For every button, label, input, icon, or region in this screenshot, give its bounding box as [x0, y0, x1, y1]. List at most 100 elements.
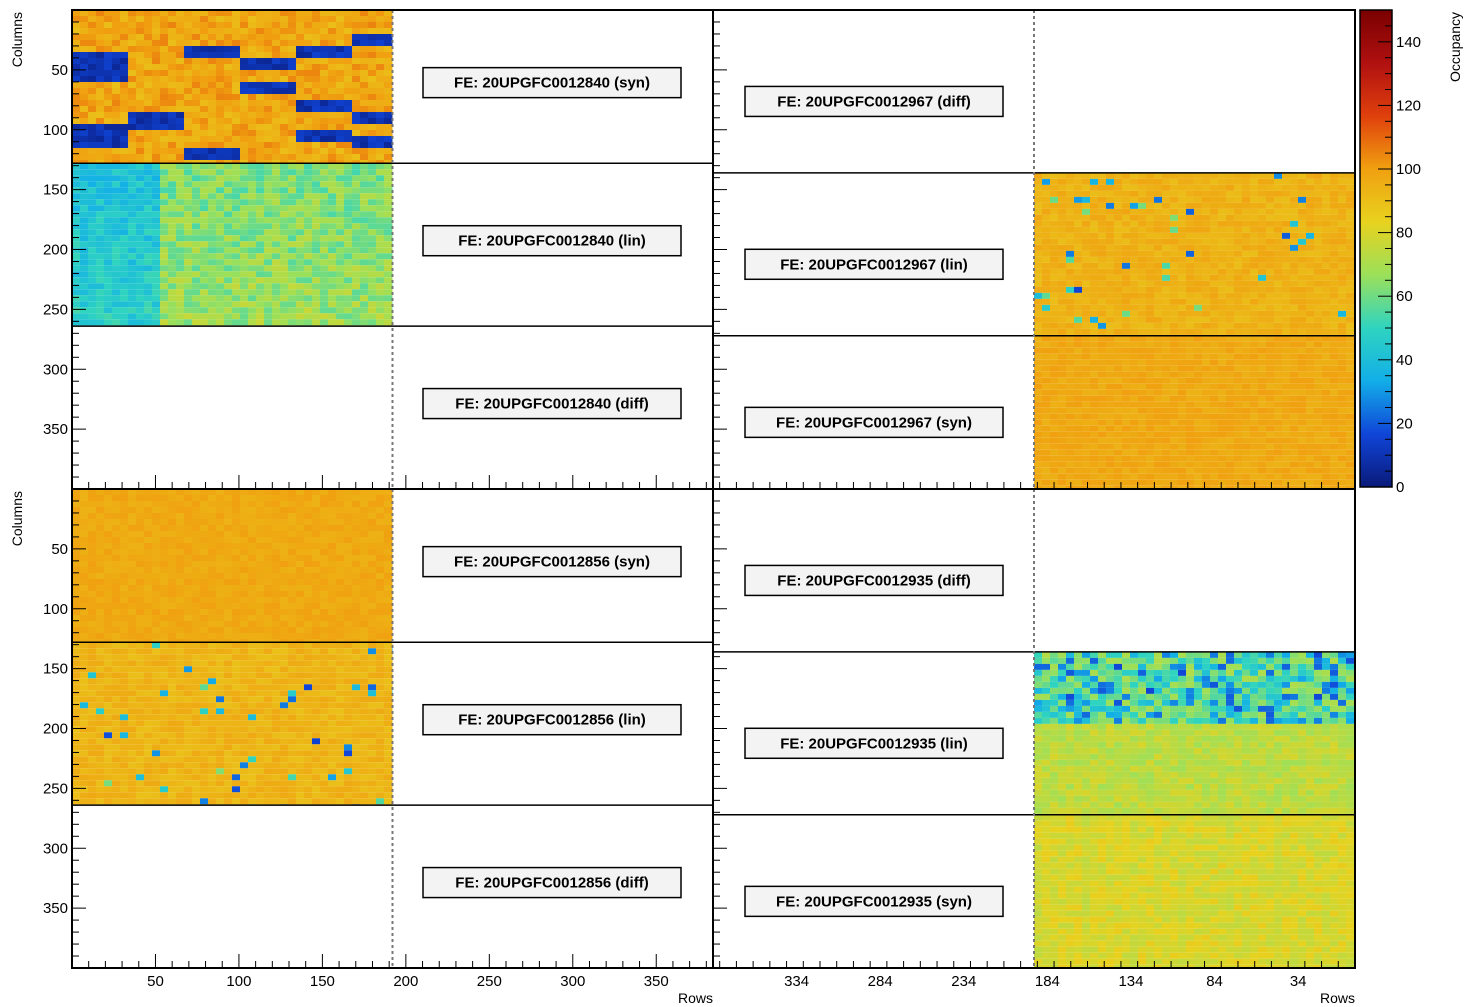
heat-cell	[136, 160, 144, 164]
heat-cell	[248, 313, 256, 320]
heat-cell	[96, 501, 104, 507]
heat-cell	[88, 259, 96, 266]
heat-cell	[192, 513, 200, 519]
heat-cell	[1154, 196, 1162, 203]
heat-cell	[96, 732, 104, 739]
heat-cell	[120, 301, 128, 308]
heat-cell	[104, 283, 112, 290]
heat-cell	[184, 100, 192, 106]
heat-cell	[208, 271, 216, 278]
heat-cell	[368, 519, 376, 525]
heat-cell	[88, 313, 96, 320]
heat-cell	[184, 627, 192, 633]
heat-cell	[1178, 208, 1186, 215]
heat-cell	[152, 52, 160, 58]
heat-cell	[288, 525, 296, 531]
heat-cell	[344, 130, 352, 136]
heat-cell	[168, 70, 176, 76]
heat-cell	[176, 205, 184, 212]
heat-cell	[352, 229, 360, 236]
heat-cell	[1226, 196, 1234, 203]
heat-cell	[1042, 208, 1050, 215]
heat-cell	[232, 82, 240, 88]
heat-cell	[296, 615, 304, 621]
heat-cell	[328, 585, 336, 591]
heat-cell	[104, 175, 112, 182]
heat-cell	[152, 531, 160, 537]
heat-cell	[232, 762, 240, 769]
heat-cell	[1274, 226, 1282, 233]
heat-cell	[240, 603, 248, 609]
heat-cell	[104, 205, 112, 212]
heat-cell	[1226, 190, 1234, 197]
heat-cell	[88, 792, 96, 799]
heat-cell	[208, 130, 216, 136]
heat-cell	[288, 199, 296, 206]
heat-cell	[112, 16, 120, 22]
heat-cell	[336, 193, 344, 200]
heat-cell	[144, 768, 152, 775]
heat-cell	[104, 199, 112, 206]
heat-cell	[280, 16, 288, 22]
heat-cell	[1178, 232, 1186, 239]
heat-cell	[160, 702, 168, 709]
heat-cell	[144, 648, 152, 655]
heat-cell	[1314, 244, 1322, 251]
heat-cell	[208, 597, 216, 603]
heat-cell	[344, 672, 352, 679]
heat-cell	[296, 579, 304, 585]
heat-cell	[248, 525, 256, 531]
heat-cell	[280, 313, 288, 320]
heat-cell	[216, 136, 224, 142]
heat-cell	[368, 34, 376, 40]
heat-cell	[360, 537, 368, 543]
heat-cell	[280, 732, 288, 739]
heat-cell	[264, 555, 272, 561]
heat-cell	[272, 654, 280, 661]
heat-cell	[136, 744, 144, 751]
heat-cell	[200, 555, 208, 561]
heat-cell	[216, 501, 224, 507]
heat-cell	[360, 124, 368, 130]
heat-cell	[120, 16, 128, 22]
heat-cell	[184, 247, 192, 254]
heat-cell	[200, 591, 208, 597]
heat-cell	[72, 633, 80, 639]
heat-cell	[328, 744, 336, 751]
heat-cell	[304, 672, 312, 679]
heat-cell	[160, 142, 168, 148]
heat-cell	[360, 744, 368, 751]
heat-cell	[112, 169, 120, 176]
heat-cell	[232, 259, 240, 266]
heat-cell	[240, 579, 248, 585]
heat-cell	[128, 130, 136, 136]
heat-cell	[264, 639, 272, 643]
heat-cell	[176, 744, 184, 751]
heat-cell	[96, 780, 104, 787]
heat-cell	[144, 124, 152, 130]
heat-cell	[360, 762, 368, 769]
heat-cell	[328, 193, 336, 200]
heat-cell	[1178, 190, 1186, 197]
heat-cell	[304, 561, 312, 567]
heat-cell	[312, 708, 320, 715]
heat-cell	[1202, 202, 1210, 209]
heat-cell	[176, 247, 184, 254]
heat-cell	[376, 633, 384, 639]
heat-cell	[1090, 172, 1098, 179]
heat-cell	[104, 720, 112, 727]
heat-cell	[1178, 244, 1186, 251]
heat-cell	[136, 130, 144, 136]
heat-cell	[320, 609, 328, 615]
heat-cell	[384, 678, 392, 685]
heat-cell	[200, 537, 208, 543]
heat-cell	[80, 142, 88, 148]
heat-cell	[176, 235, 184, 242]
heat-cell	[280, 112, 288, 118]
heat-cell	[336, 525, 344, 531]
heat-cell	[152, 22, 160, 28]
heat-cell	[360, 648, 368, 655]
heat-cell	[328, 307, 336, 314]
heat-cell	[264, 597, 272, 603]
heat-cell	[368, 495, 376, 501]
